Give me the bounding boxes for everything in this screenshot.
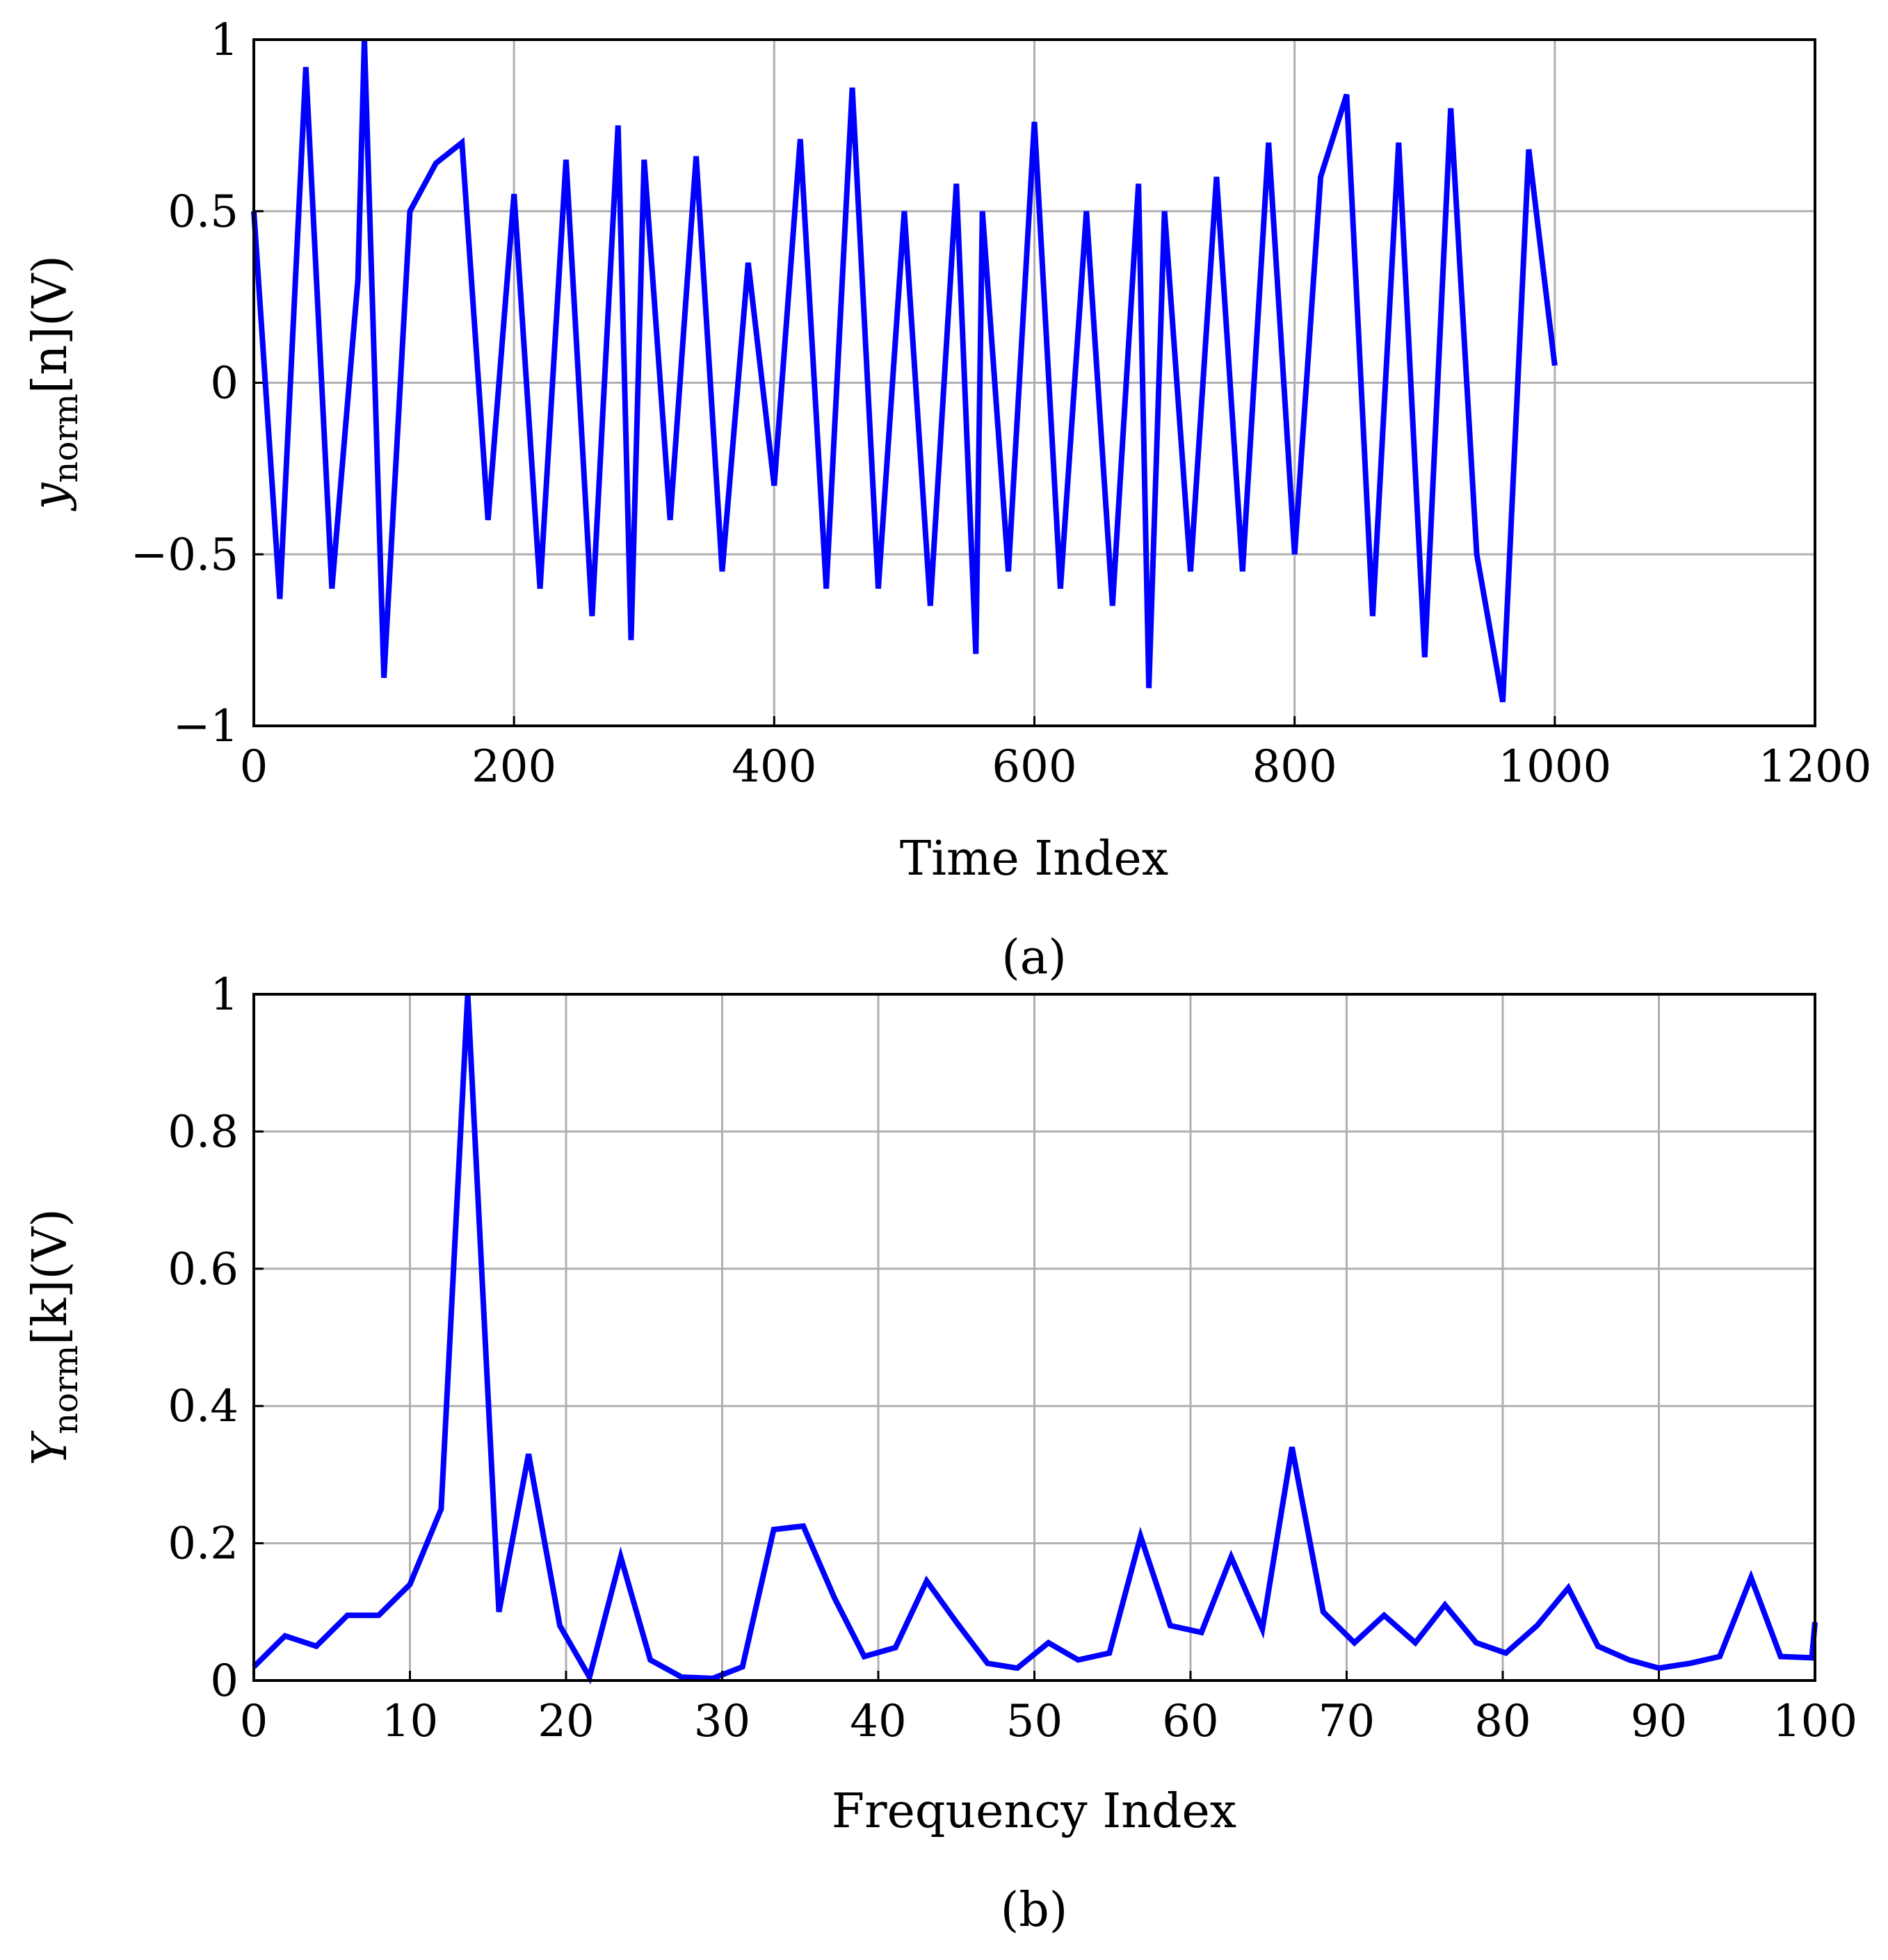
x-tick-label-a: 0 <box>240 741 268 793</box>
y-tick-label-a: 0.5 <box>168 186 239 238</box>
y-axis-label-a: ynorm[n](V) <box>23 255 86 512</box>
x-tick-label-a: 600 <box>992 741 1076 793</box>
x-tick-label-b: 0 <box>240 1696 268 1747</box>
x-tick-label-b: 60 <box>1162 1696 1218 1747</box>
x-ticks-b: 0 10 20 30 40 50 60 70 80 90 100 <box>240 1671 1857 1747</box>
y-ticks-a: −1 −0.5 0 0.5 1 <box>131 15 264 752</box>
y-axis-label-a-rest: [n](V) <box>23 255 78 394</box>
x-tick-label-b: 90 <box>1631 1696 1687 1747</box>
x-ticks-a: 0 200 400 600 800 1000 1200 <box>240 716 1872 793</box>
time-domain-chart: 0 200 400 600 800 1000 1200 −1 −0.5 0 0.5 1 Time I… <box>23 15 1871 985</box>
series-line-b-0 <box>252 994 1818 1685</box>
x-tick-label-b: 70 <box>1318 1696 1375 1747</box>
y-tick-label-b: 0.8 <box>168 1106 239 1158</box>
y-tick-label-b: 0.4 <box>168 1381 239 1432</box>
y-tick-label-b: 0.2 <box>168 1518 239 1570</box>
caption-a: (a) <box>1001 930 1067 985</box>
x-tick-label-b: 80 <box>1474 1696 1531 1747</box>
y-tick-label-b: 0 <box>210 1655 239 1707</box>
frequency-domain-chart: 0 10 20 30 40 50 60 70 80 90 100 0 0.2 0.4 0.6 0.8 1 Fr… <box>23 969 1857 1938</box>
y-ticks-b: 0 0.2 0.4 0.6 0.8 1 <box>168 969 264 1707</box>
y-axis-label-b-sub: norm <box>47 1345 86 1434</box>
series-a <box>251 39 1558 703</box>
y-tick-label-a: 1 <box>210 15 239 66</box>
x-tick-label-a: 1200 <box>1759 741 1872 793</box>
series-line-a-0 <box>251 39 1558 703</box>
x-tick-label-a: 1000 <box>1498 741 1611 793</box>
x-tick-label-b: 30 <box>694 1696 750 1747</box>
x-tick-label-b: 20 <box>538 1696 594 1747</box>
y-axis-label-b-text: Ynorm[k](V) <box>23 1208 86 1466</box>
x-tick-label-a: 800 <box>1252 741 1337 793</box>
x-tick-label-b: 40 <box>850 1696 906 1747</box>
x-tick-label-a: 400 <box>732 741 816 793</box>
x-tick-label-b: 50 <box>1006 1696 1063 1747</box>
y-axis-label-b: Ynorm[k](V) <box>23 1208 86 1466</box>
grid-b <box>252 993 1816 1682</box>
x-tick-label-a: 200 <box>471 741 556 793</box>
y-tick-label-b: 1 <box>210 969 239 1021</box>
y-tick-label-b: 0.6 <box>168 1244 239 1295</box>
x-axis-label-a: Time Index <box>900 832 1168 886</box>
x-tick-label-b: 10 <box>382 1696 438 1747</box>
y-tick-label-a: −0.5 <box>131 529 239 581</box>
y-tick-label-a: 0 <box>210 358 239 410</box>
y-axis-label-a-sub: norm <box>47 394 86 483</box>
y-tick-label-a: −1 <box>173 701 239 752</box>
x-tick-label-b: 100 <box>1773 1696 1857 1747</box>
caption-b: (b) <box>1001 1883 1068 1938</box>
series-b <box>252 994 1818 1685</box>
y-axis-label-b-main: Y <box>23 1430 78 1466</box>
x-axis-label-b: Frequency Index <box>832 1784 1236 1839</box>
y-axis-label-b-rest: [k](V) <box>23 1208 78 1345</box>
y-axis-label-a-main: y <box>23 482 78 512</box>
y-axis-label-a-text: ynorm[n](V) <box>23 255 86 512</box>
